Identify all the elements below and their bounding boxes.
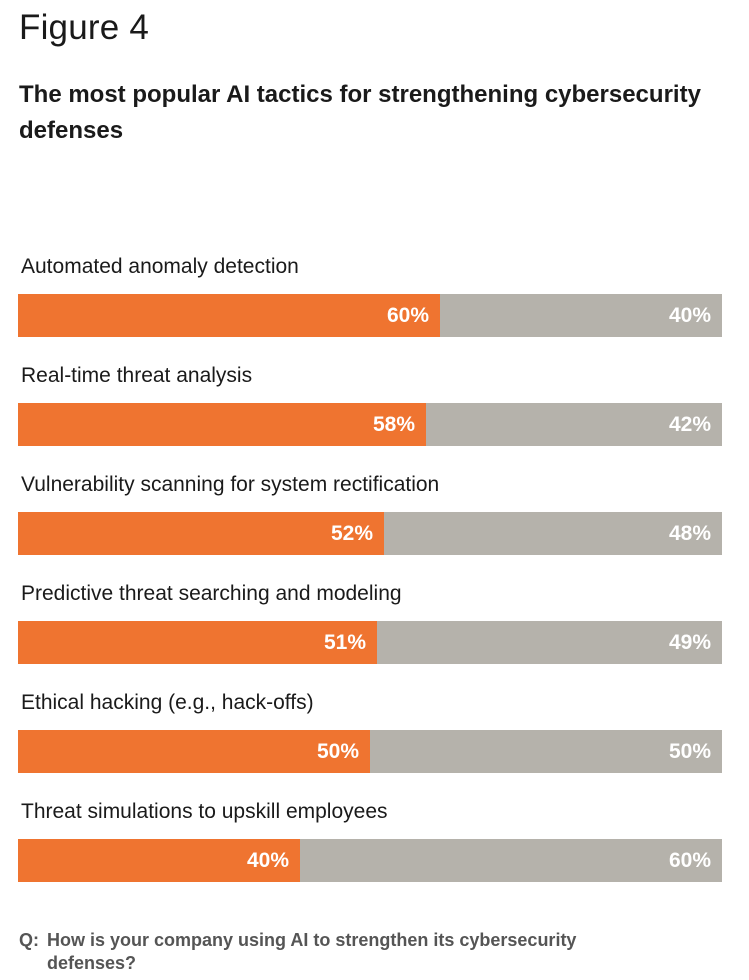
bar-row: Automated anomaly detection 60% 40% [18, 254, 722, 344]
bar-remainder-value-label: 50% [668, 740, 711, 763]
bar-remainder-value-label: 48% [668, 522, 711, 545]
bar-category-label: Threat simulations to upskill employees [21, 800, 388, 823]
bar-row: Real-time threat analysis 58% 42% [18, 363, 722, 453]
footnote-text: How is your company using AI to strength… [47, 930, 577, 973]
bar-value-label: 60% [386, 304, 429, 327]
bar-fill [18, 403, 426, 446]
bar-fill [18, 621, 377, 664]
bar-value-label: 40% [246, 849, 289, 872]
bar-category-label: Ethical hacking (e.g., hack-offs) [21, 691, 314, 714]
bar-remainder-value-label: 49% [668, 631, 711, 654]
bar-remainder: 60% 40% [18, 294, 722, 337]
bar-remainder: 40% 60% [18, 839, 722, 882]
bar-row: Predictive threat searching and modeling… [18, 581, 722, 671]
bar-remainder: 50% 50% [18, 730, 722, 773]
bar-category-label: Real-time threat analysis [21, 364, 253, 387]
bar-row: Ethical hacking (e.g., hack-offs) 50% 50% [18, 690, 722, 780]
bar-category-label: Vulnerability scanning for system rectif… [21, 473, 440, 496]
chart-title: The most popular AI tactics for strength… [19, 81, 701, 144]
bar-fill [18, 294, 440, 337]
bar-value-label: 52% [330, 522, 373, 545]
bar-value-label: 50% [316, 740, 359, 763]
footnote: Q: How is your company using AI to stren… [19, 929, 579, 975]
footnote-prefix: Q: [19, 930, 39, 950]
bar-fill [18, 512, 384, 555]
bar-remainder-value-label: 42% [668, 413, 711, 436]
bar-value-label: 58% [372, 413, 415, 436]
bar-remainder: 52% 48% [18, 512, 722, 555]
bar-value-label: 51% [323, 631, 366, 654]
bar-row: Vulnerability scanning for system rectif… [18, 472, 722, 562]
bar-fill [18, 730, 370, 773]
bar-remainder: 58% 42% [18, 403, 722, 446]
bar-remainder: 51% 49% [18, 621, 722, 664]
bar-category-label: Automated anomaly detection [21, 255, 299, 278]
bar-fill [18, 839, 300, 882]
bar-remainder-value-label: 40% [668, 304, 711, 327]
figure-label: Figure 4 [19, 8, 149, 47]
bar-category-label: Predictive threat searching and modeling [21, 582, 402, 605]
bar-remainder-value-label: 60% [668, 849, 711, 872]
bar-row: Threat simulations to upskill employees 4… [18, 799, 722, 889]
